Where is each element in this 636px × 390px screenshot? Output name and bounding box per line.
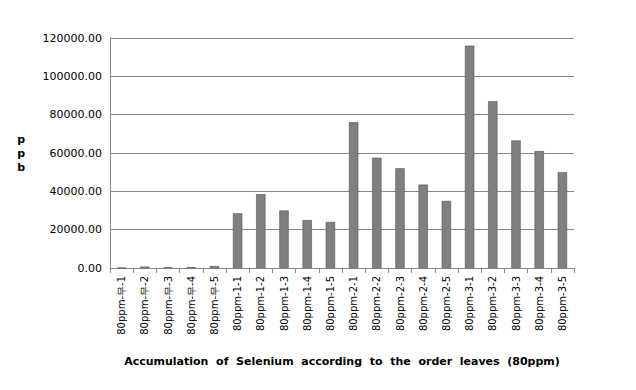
svg-text:b: b [17,161,25,174]
svg-text:80ppm-무-5: 80ppm-무-5 [209,276,220,335]
svg-text:80ppm-3-4: 80ppm-3-4 [534,276,545,331]
svg-text:80000.00: 80000.00 [50,108,103,121]
svg-text:80ppm-무-2: 80ppm-무-2 [139,276,150,335]
svg-text:80ppm-2-4: 80ppm-2-4 [418,276,429,331]
svg-text:80ppm-2-2: 80ppm-2-2 [371,276,382,331]
svg-text:80ppm-3-1: 80ppm-3-1 [464,276,475,331]
svg-text:20000.00: 20000.00 [50,223,103,236]
svg-text:40000.00: 40000.00 [50,185,103,198]
svg-text:80ppm-2-3: 80ppm-2-3 [395,276,406,331]
svg-text:80ppm-2-1: 80ppm-2-1 [348,276,359,331]
svg-text:60000.00: 60000.00 [50,147,103,160]
svg-text:80ppm-1-3: 80ppm-1-3 [279,276,290,331]
svg-text:80ppm-1-5: 80ppm-1-5 [325,276,336,331]
svg-text:80ppm-2-5: 80ppm-2-5 [441,276,452,331]
svg-text:p: p [17,133,25,146]
svg-text:80ppm-3-2: 80ppm-3-2 [487,276,498,331]
svg-text:80ppm-1-2: 80ppm-1-2 [255,276,266,331]
svg-text:80ppm-무-3: 80ppm-무-3 [163,276,174,335]
svg-text:80ppm-1-1: 80ppm-1-1 [232,276,243,331]
svg-text:Accumulation of Selenium ac: Accumulation of Selenium according to th… [124,355,560,368]
svg-text:80ppm-무-1: 80ppm-무-1 [116,276,127,335]
svg-text:80ppm-3-3: 80ppm-3-3 [511,276,522,331]
svg-text:80ppm-1-4: 80ppm-1-4 [302,276,313,331]
svg-text:80ppm-3-5: 80ppm-3-5 [557,276,568,331]
svg-text:100000.00: 100000.00 [43,70,103,83]
svg-text:p: p [17,147,25,160]
svg-text:120000.00: 120000.00 [43,32,103,45]
svg-text:0.00: 0.00 [78,262,103,275]
svg-text:80ppm-무-4: 80ppm-무-4 [186,276,197,335]
